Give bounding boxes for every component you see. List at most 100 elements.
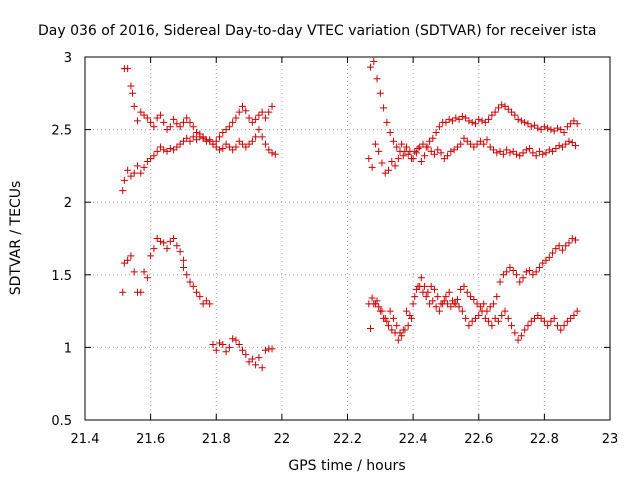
data-point [222, 126, 230, 134]
data-point [179, 118, 187, 126]
data-point [467, 140, 475, 148]
data-point [419, 288, 427, 296]
data-point [504, 314, 512, 322]
data-point [435, 307, 443, 315]
data-point [444, 152, 452, 160]
y-tick-label: 2 [64, 196, 72, 211]
data-point [565, 239, 573, 247]
data-point [150, 123, 158, 131]
data-point [449, 297, 456, 305]
data-point [193, 129, 201, 137]
data-point [416, 143, 424, 151]
data-point [496, 278, 504, 286]
chart-title: Day 036 of 2016, Sidereal Day-to-day VTE… [38, 23, 596, 39]
data-point [539, 150, 547, 158]
data-point [552, 245, 560, 253]
data-point [153, 114, 161, 122]
data-point [442, 118, 450, 126]
data-point [407, 155, 415, 163]
data-point [512, 271, 520, 279]
data-point [565, 137, 573, 145]
data-point [462, 314, 470, 322]
data-point [440, 297, 448, 305]
data-point [388, 158, 396, 166]
data-point [435, 123, 443, 131]
data-point [140, 268, 148, 276]
data-point [252, 361, 260, 369]
data-point [460, 282, 468, 290]
data-point [255, 354, 263, 362]
data-point [160, 146, 168, 154]
data-point [147, 118, 155, 126]
data-point [193, 288, 201, 296]
data-point [153, 235, 161, 242]
data-point [568, 139, 576, 147]
data-point [252, 115, 260, 123]
data-point [476, 137, 484, 145]
data-point [206, 300, 214, 308]
data-point [458, 113, 466, 121]
data-point [189, 282, 197, 290]
data-point [219, 340, 227, 348]
data-point [475, 311, 483, 319]
data-point [422, 293, 430, 301]
data-point [216, 146, 224, 154]
data-point [452, 300, 460, 308]
data-point [527, 123, 535, 131]
data-point [455, 303, 463, 311]
data-point [563, 123, 571, 131]
data-point [232, 336, 240, 344]
data-point [524, 322, 532, 330]
data-point [521, 326, 529, 334]
series-segment-2-upper-b [365, 134, 580, 177]
data-point [531, 121, 539, 129]
data-point [434, 146, 442, 154]
data-point [429, 134, 437, 142]
data-point [455, 115, 463, 123]
data-point [147, 155, 155, 163]
data-point [383, 118, 391, 126]
data-point [258, 364, 266, 372]
data-point [529, 149, 537, 157]
data-point [196, 133, 204, 141]
data-point [544, 124, 552, 132]
data-point [209, 140, 217, 148]
data-point [404, 322, 412, 330]
data-point [389, 314, 397, 322]
data-point [532, 268, 540, 276]
data-point [242, 143, 250, 151]
data-point [542, 256, 550, 264]
data-point [473, 300, 481, 308]
data-point [375, 147, 383, 155]
data-point [176, 140, 184, 148]
data-point [424, 143, 432, 151]
data-point [199, 300, 207, 308]
data-point [506, 264, 514, 272]
data-point [544, 322, 552, 330]
x-tick-label: 21.6 [136, 432, 165, 447]
data-point [124, 65, 132, 73]
data-point [261, 346, 269, 354]
data-point [426, 300, 434, 308]
data-point [229, 146, 237, 154]
data-point [391, 162, 399, 170]
data-point [248, 137, 256, 145]
data-point [457, 285, 465, 293]
data-point [235, 137, 243, 145]
x-tick-label: 21.8 [202, 432, 231, 447]
data-point [488, 111, 496, 119]
data-point [119, 187, 127, 195]
data-point [494, 317, 502, 325]
data-point [153, 147, 161, 155]
data-point [412, 149, 420, 157]
data-point [225, 343, 233, 351]
data-point [521, 118, 529, 126]
data-point [554, 124, 561, 132]
data-point [453, 143, 461, 151]
data-point [396, 329, 404, 337]
data-point [398, 140, 406, 148]
data-point [127, 252, 135, 260]
data-point [511, 329, 519, 337]
data-point [163, 147, 171, 155]
data-point [143, 274, 151, 282]
